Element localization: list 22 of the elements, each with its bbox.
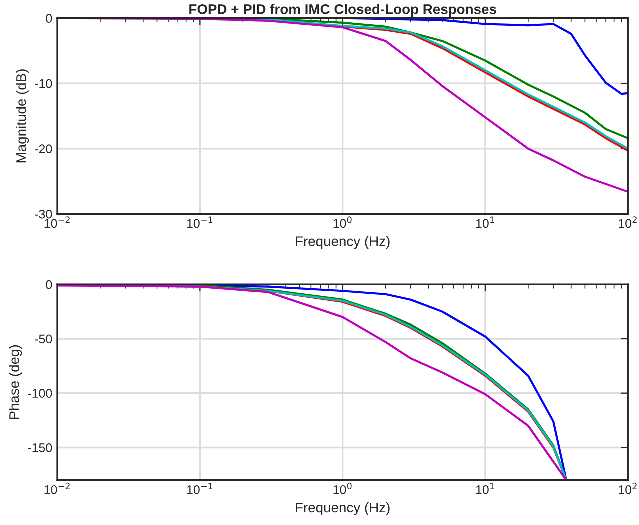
y-tick-label: -50 [35,334,52,344]
y-tick-label: -30 [35,210,52,219]
y-tick-label: -150 [28,444,52,452]
x-axis-title: Frequency (Hz) [296,502,390,516]
x-tick-label: 10$^{0}$ [334,482,352,494]
x-tick-label: 10$^{2}$ [619,216,637,228]
y-tick-label: -10 [35,79,52,88]
y-tick-label: 0 [46,14,52,24]
x-tick-label: 10$^{1}$ [476,216,494,228]
x-tick-label: 10$^{2}$ [619,482,637,494]
x-tick-label: 10$^{1}$ [476,483,494,494]
y-tick-label: -100 [28,389,52,398]
y-axis-title: Magnitude (dB) [16,70,30,163]
chart-title: FOPD + PID from IMC Closed-Loop Responses [190,4,496,18]
x-tick-label: 10$^{−1}$ [187,483,213,494]
x-tick-label: 10$^{0}$ [334,216,352,228]
x-axis-title: Frequency (Hz) [296,236,390,250]
y-axis-title: Phase (deg) [9,346,22,420]
x-tick-label: 10$^{−2}$ [44,482,70,494]
y-tick-label: -20 [35,144,52,154]
x-tick-label: 10$^{−1}$ [187,216,213,228]
y-tick-label: 0 [46,280,52,290]
